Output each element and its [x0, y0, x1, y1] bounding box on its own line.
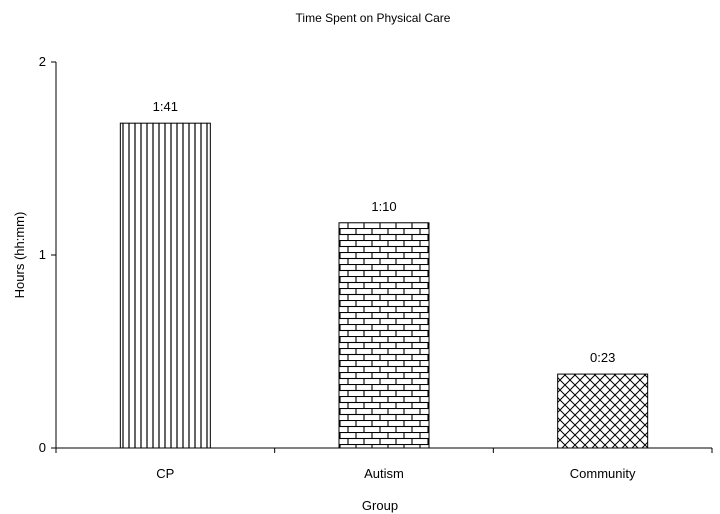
x-tick-label: CP	[156, 466, 174, 481]
bar-community	[557, 373, 649, 449]
chart-title: Time Spent on Physical Care	[296, 11, 451, 25]
y-tick-label: 1	[39, 247, 46, 262]
bars-group: 1:41 1:10 0:23	[119, 99, 649, 449]
y-axis-label: Hours (hh:mm)	[12, 212, 27, 299]
data-label: 1:10	[371, 199, 396, 214]
x-tick-label: Autism	[364, 466, 404, 481]
data-label: 1:41	[153, 99, 178, 114]
x-tick-label: Community	[570, 466, 636, 481]
y-tick-label: 2	[39, 54, 46, 69]
y-axis: 0 1 2	[39, 54, 57, 455]
y-tick-label: 0	[39, 440, 46, 455]
x-axis: CP Autism Community	[55, 447, 713, 481]
data-label: 0:23	[590, 350, 615, 365]
bar-cp	[119, 122, 211, 449]
bar-autism	[338, 222, 430, 449]
x-axis-label: Group	[362, 498, 398, 513]
